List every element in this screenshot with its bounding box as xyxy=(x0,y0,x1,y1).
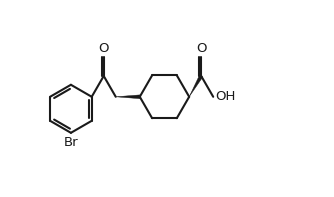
Text: Br: Br xyxy=(63,136,78,149)
Polygon shape xyxy=(189,75,203,97)
Text: OH: OH xyxy=(215,90,235,103)
Text: O: O xyxy=(196,42,206,55)
Polygon shape xyxy=(116,95,140,99)
Text: O: O xyxy=(99,42,109,55)
